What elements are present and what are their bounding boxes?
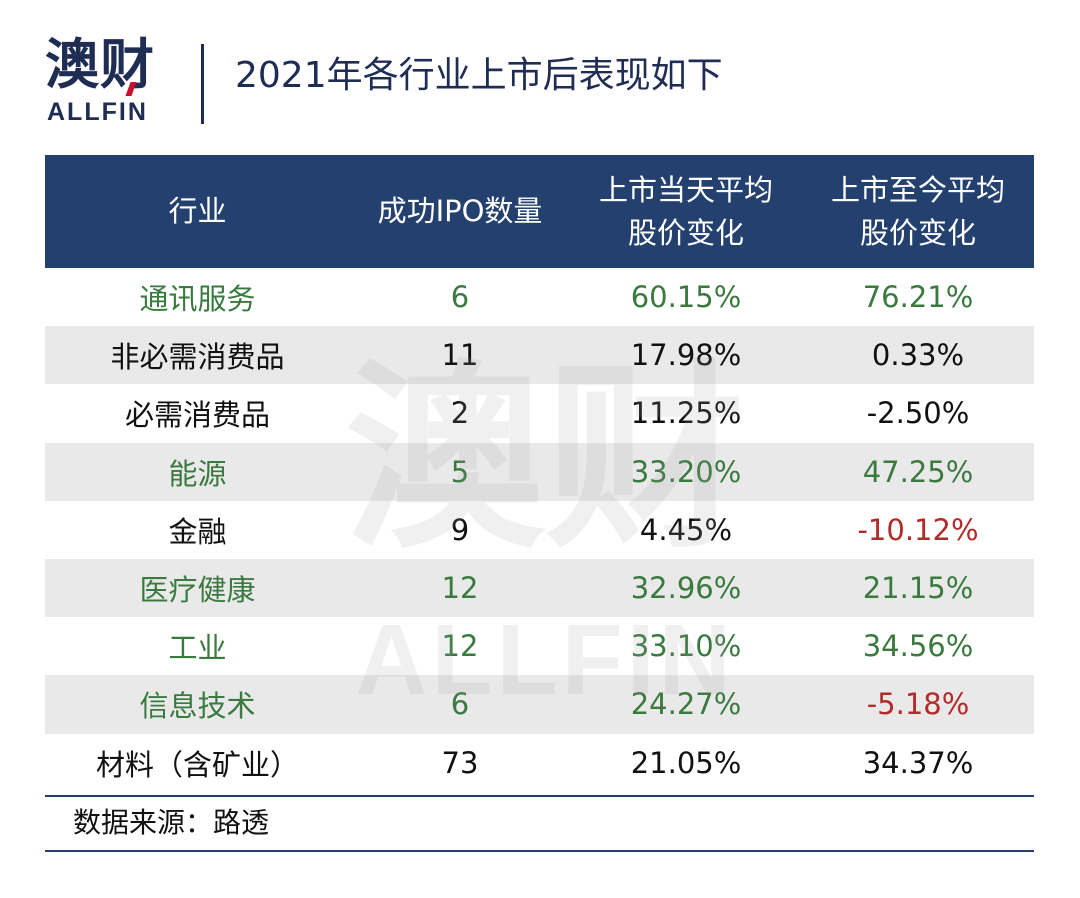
day1-change-cell: 17.98% <box>630 338 742 373</box>
header-industry: 行业 <box>168 194 227 229</box>
ipo-count-cell: 12 <box>441 571 479 606</box>
ipo-count-cell: 2 <box>450 396 470 431</box>
header-divider <box>201 44 204 124</box>
to-date-change-cell: 47.25% <box>862 454 974 489</box>
ipo-performance-table: 行业 成功IPO数量 上市当天平均 股价变化 上市至今平均 股价变化 通讯服务 6 60… <box>45 155 1034 792</box>
to-date-change-cell: 0.33% <box>871 338 965 373</box>
header: 澳财 ALLFIN 2021年各行业上市后表现如下 <box>0 0 1080 150</box>
ipo-count-cell: 6 <box>450 687 470 722</box>
industry-cell: 材料（含矿业） <box>95 747 299 782</box>
industry-cell: 医疗健康 <box>139 573 256 608</box>
day1-change-cell: 33.10% <box>630 629 742 664</box>
ipo-count-cell: 6 <box>450 280 470 315</box>
table-row: 非必需消费品 11 17.98% 0.33% <box>45 326 1034 385</box>
day1-change-cell: 32.96% <box>630 571 742 606</box>
ipo-count-cell: 12 <box>441 629 479 664</box>
day1-change-cell: 24.27% <box>630 687 742 722</box>
header-to-date-change: 上市至今平均 股价变化 <box>802 155 1034 268</box>
table-row: 医疗健康 12 32.96% 21.15% <box>45 558 1034 618</box>
table-row: 通讯服务 6 60.15% 76.21% <box>45 268 1034 326</box>
industry-cell: 工业 <box>168 631 227 666</box>
table-header: 行业 成功IPO数量 上市当天平均 股价变化 上市至今平均 股价变化 <box>45 155 1034 268</box>
to-date-change-cell: -2.50% <box>866 396 970 431</box>
day1-change-cell: 11.25% <box>630 396 742 431</box>
to-date-change-cell: 34.37% <box>862 745 974 780</box>
table-row: 金融 9 4.45% -10.12% <box>45 501 1034 559</box>
ipo-count-cell: 9 <box>450 512 470 547</box>
table-row: 材料（含矿业） 73 21.05% 34.37% <box>45 734 1034 792</box>
to-date-change-cell: -10.12% <box>857 512 979 547</box>
industry-cell: 通讯服务 <box>139 282 256 317</box>
table-row: 工业 12 33.10% 34.56% <box>45 617 1034 675</box>
to-date-change-cell: 76.21% <box>862 280 974 315</box>
to-date-change-cell: 34.56% <box>862 629 974 664</box>
ipo-count-cell: 5 <box>450 454 470 489</box>
table-row: 信息技术 6 24.27% -5.18% <box>45 675 1034 734</box>
footer-rule-top <box>45 795 1034 797</box>
page-title: 2021年各行业上市后表现如下 <box>235 55 723 96</box>
day1-change-cell: 21.05% <box>630 745 742 780</box>
logo-english: ALLFIN <box>47 98 148 126</box>
header-ipo-count: 成功IPO数量 <box>377 194 543 229</box>
data-source-note: 数据来源：路透 <box>73 806 270 839</box>
industry-cell: 信息技术 <box>139 689 256 724</box>
logo-chinese: 澳财 <box>45 33 155 96</box>
header-day1-change: 上市当天平均 股价变化 <box>570 155 802 268</box>
day1-change-cell: 60.15% <box>630 280 742 315</box>
industry-cell: 金融 <box>168 514 227 549</box>
table-row: 能源 5 33.20% 47.25% <box>45 442 1034 501</box>
day1-change-cell: 33.20% <box>630 454 742 489</box>
to-date-change-cell: -5.18% <box>866 687 970 722</box>
ipo-count-cell: 11 <box>441 338 479 373</box>
header-line: 上市当天平均 <box>598 173 773 208</box>
footer-rule-bottom <box>45 850 1034 852</box>
header-line: 股价变化 <box>859 215 976 250</box>
day1-change-cell: 4.45% <box>639 512 733 547</box>
table-row: 必需消费品 2 11.25% -2.50% <box>45 384 1034 442</box>
industry-cell: 非必需消费品 <box>110 340 285 375</box>
header-day1-change-text: 上市当天平均 股价变化 <box>599 169 773 253</box>
industry-cell: 必需消费品 <box>124 398 270 433</box>
header-to-date-change-text: 上市至今平均 股价变化 <box>831 169 1005 253</box>
table-body: 通讯服务 6 60.15% 76.21% 非必需消费品 11 17.98% 0.33% 必需消费… <box>45 268 1034 792</box>
header-line: 上市至今平均 <box>830 173 1005 208</box>
to-date-change-cell: 21.15% <box>862 571 974 606</box>
header-line: 股价变化 <box>627 215 744 250</box>
industry-cell: 能源 <box>168 456 227 491</box>
ipo-count-cell: 73 <box>441 745 479 780</box>
